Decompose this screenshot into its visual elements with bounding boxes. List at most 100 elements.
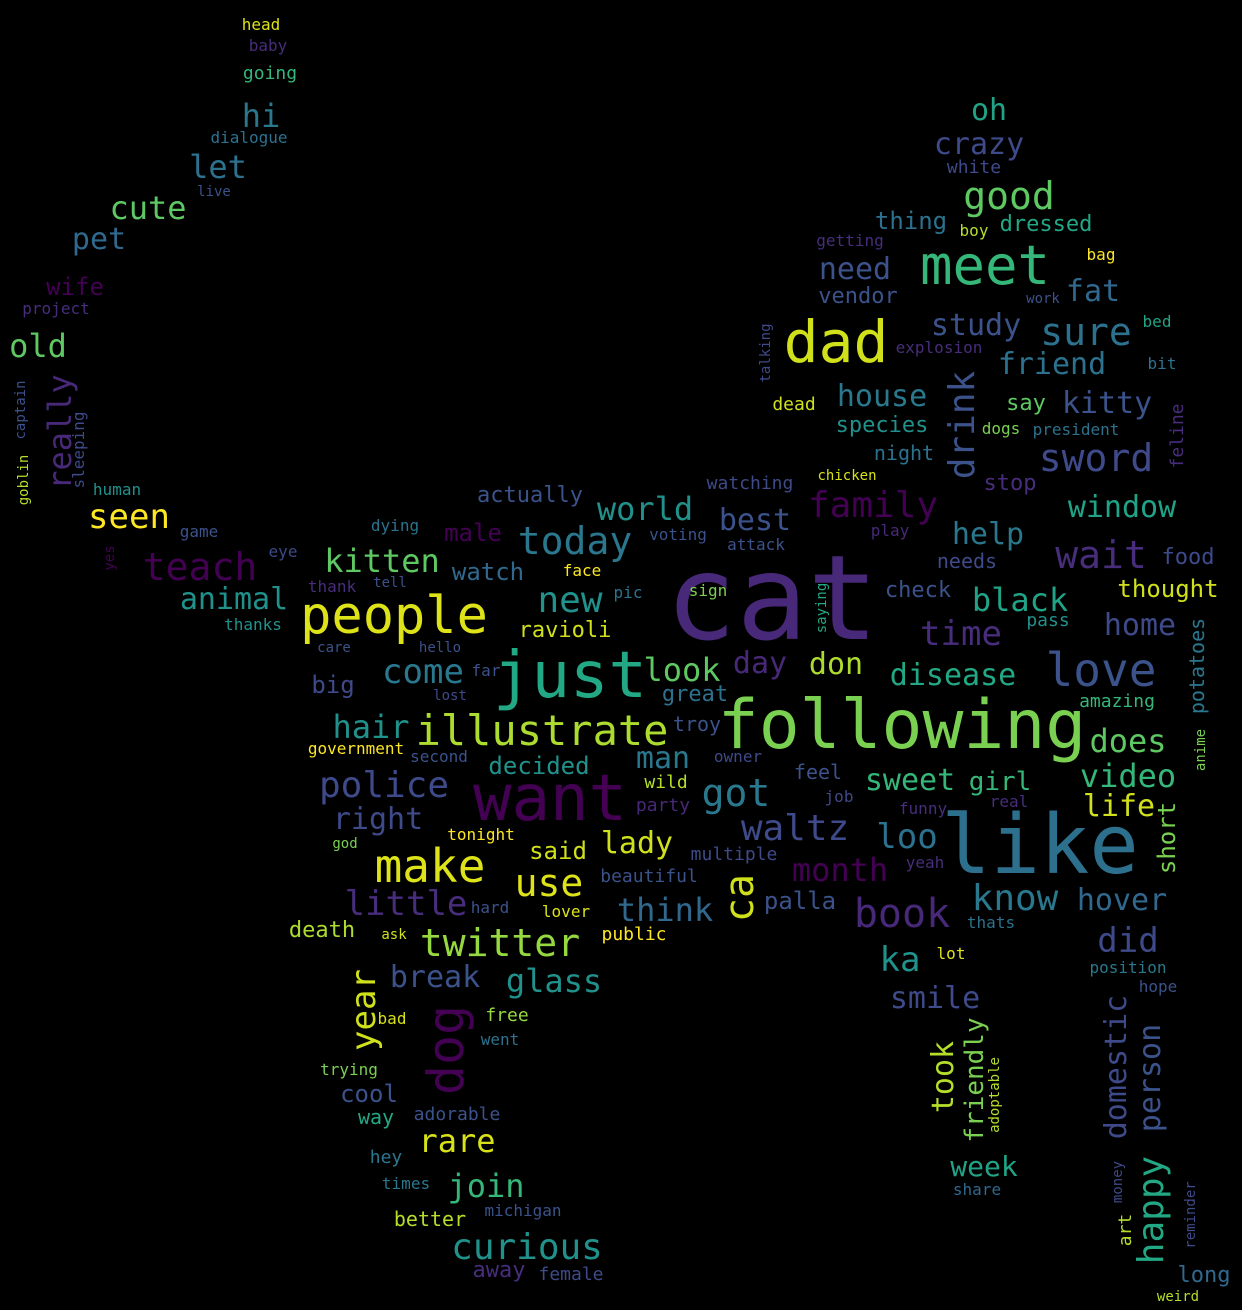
word-girl: girl: [968, 767, 1032, 797]
word-palla: palla: [763, 887, 837, 915]
word-house: house: [836, 379, 928, 414]
word-pet: pet: [71, 222, 127, 257]
word-said: said: [529, 837, 587, 865]
word-window: window: [1067, 490, 1177, 525]
word-following: following: [717, 686, 1087, 765]
word-far: far: [471, 661, 501, 680]
word-rare: rare: [418, 1122, 496, 1160]
word-curious: curious: [451, 1227, 603, 1268]
word-dead: dead: [772, 394, 816, 415]
word-boy: boy: [959, 221, 989, 240]
word-year: year: [344, 969, 384, 1051]
word-project: project: [22, 299, 90, 318]
word-bad: bad: [377, 1009, 407, 1028]
word-crazy: crazy: [933, 127, 1025, 162]
word-dying: dying: [370, 516, 420, 535]
word-better: better: [393, 1207, 467, 1231]
word-friendly: friendly: [960, 1017, 990, 1143]
word-help: help: [951, 517, 1025, 552]
word-male: male: [444, 519, 502, 547]
word-join: join: [447, 1167, 525, 1205]
word-month: month: [791, 851, 889, 889]
word-sweet: sweet: [864, 763, 956, 798]
word-explosion: explosion: [895, 338, 983, 357]
word-watch: watch: [451, 558, 525, 586]
word-great: great: [661, 682, 729, 707]
word-god: god: [332, 836, 358, 852]
word-bed: bed: [1142, 312, 1172, 331]
word-ka: ka: [879, 940, 921, 980]
word-goblin: goblin: [16, 454, 32, 506]
word-fat: fat: [1065, 274, 1121, 309]
word-decided: decided: [488, 752, 590, 780]
word-beautiful: beautiful: [600, 866, 698, 887]
word-actually: actually: [477, 483, 583, 508]
word-think: think: [616, 891, 714, 929]
word-lost: lost: [433, 688, 467, 704]
word-amazing: amazing: [1079, 691, 1155, 712]
word-home: home: [1103, 608, 1177, 643]
word-got: got: [701, 771, 771, 815]
word-pass: pass: [1026, 610, 1070, 631]
word-twitter: twitter: [419, 921, 581, 965]
word-drink: drink: [942, 370, 983, 480]
word-video: video: [1079, 757, 1177, 795]
word-party: party: [635, 795, 691, 816]
word-time: time: [920, 614, 1002, 654]
word-people: people: [300, 586, 488, 646]
word-anime: anime: [1193, 728, 1209, 772]
word-michigan: michigan: [484, 1201, 562, 1220]
word-real: real: [989, 792, 1029, 811]
word-dog: dog: [417, 1004, 475, 1096]
word-funny: funny: [898, 799, 948, 818]
word-cat: cat: [665, 529, 879, 667]
word-wild: wild: [644, 772, 688, 793]
word-feel: feel: [793, 760, 843, 784]
word-old: old: [9, 327, 67, 365]
word-ca: ca: [717, 873, 763, 923]
word-care: care: [317, 640, 351, 656]
word-art: art: [1115, 1213, 1136, 1247]
word-wife: wife: [46, 273, 104, 301]
word-like: like: [941, 798, 1139, 893]
word-death: death: [288, 918, 356, 943]
word-come: come: [382, 652, 464, 692]
word-eye: eye: [268, 542, 298, 561]
word-say: say: [1006, 391, 1046, 416]
word-species: species: [835, 413, 929, 438]
word-white: white: [946, 157, 1002, 178]
word-game: game: [179, 522, 219, 541]
word-day: day: [732, 646, 788, 681]
word-little: little: [344, 884, 468, 924]
word-female: female: [538, 1264, 604, 1285]
word-short: short: [1153, 801, 1181, 875]
word-check: check: [884, 578, 952, 603]
word-hello: hello: [418, 640, 462, 656]
word-use: use: [514, 861, 584, 905]
word-hi: hi: [241, 97, 281, 135]
word-hope: hope: [1138, 977, 1178, 996]
word-dialogue: dialogue: [210, 128, 288, 147]
word-ask: ask: [381, 927, 407, 943]
word-does: does: [1089, 722, 1167, 760]
word-thing: thing: [874, 207, 948, 235]
word-yeah: yeah: [905, 853, 945, 872]
word-second: second: [410, 747, 468, 766]
word-long: long: [1177, 1263, 1231, 1288]
word-kitten: kitten: [324, 542, 440, 580]
word-lot: lot: [936, 944, 966, 963]
word-saying: saying: [814, 582, 830, 634]
word-wait: wait: [1055, 533, 1147, 577]
word-best: best: [718, 503, 792, 538]
word-potatoes: potatoes: [1185, 617, 1209, 715]
word-book: book: [853, 891, 951, 937]
word-teach: teach: [142, 545, 258, 589]
word-don: don: [808, 647, 864, 682]
word-make: make: [374, 839, 486, 893]
word-lady: lady: [600, 826, 674, 861]
word-cute: cute: [109, 189, 187, 227]
word-chicken: chicken: [817, 468, 877, 484]
word-bit: bit: [1147, 354, 1177, 373]
word-big: big: [311, 671, 355, 699]
word-owner: owner: [713, 747, 763, 766]
